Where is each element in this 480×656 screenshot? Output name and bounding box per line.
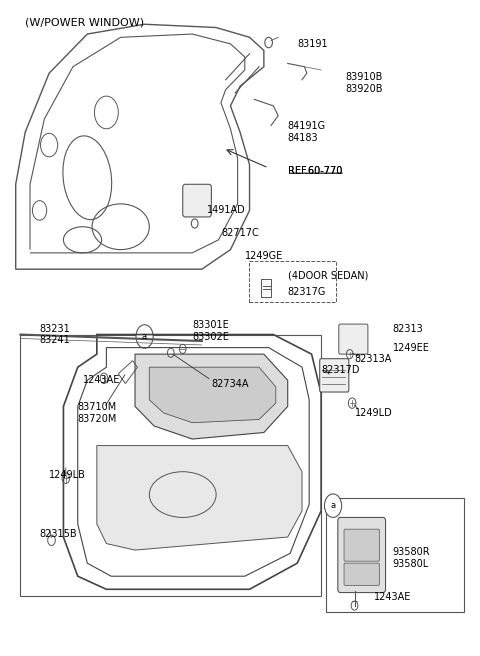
FancyBboxPatch shape — [344, 563, 379, 585]
Text: 1249LB: 1249LB — [49, 470, 86, 480]
Text: 84191G
84183: 84191G 84183 — [288, 121, 326, 143]
Text: 83191: 83191 — [297, 39, 328, 49]
FancyBboxPatch shape — [183, 184, 211, 217]
PathPatch shape — [97, 445, 302, 550]
FancyBboxPatch shape — [339, 324, 368, 354]
Text: a: a — [142, 332, 147, 341]
Text: 83910B
83920B: 83910B 83920B — [345, 72, 383, 94]
FancyBboxPatch shape — [320, 359, 349, 392]
Text: 82313: 82313 — [393, 324, 423, 335]
Text: 82734A: 82734A — [211, 379, 249, 388]
Text: REF.60-770: REF.60-770 — [288, 166, 342, 176]
FancyBboxPatch shape — [338, 518, 385, 592]
Text: REF.60-770: REF.60-770 — [288, 166, 342, 176]
Text: 82317D: 82317D — [321, 365, 360, 375]
Text: 82717C: 82717C — [221, 228, 259, 238]
Text: 1249GE: 1249GE — [245, 251, 283, 261]
Text: a: a — [331, 501, 336, 510]
Circle shape — [324, 494, 342, 518]
Text: 83301E
83302E: 83301E 83302E — [192, 321, 229, 342]
Text: 1243AE: 1243AE — [83, 375, 120, 385]
Text: 82313A: 82313A — [355, 354, 392, 363]
Text: 83231
83241: 83231 83241 — [39, 323, 70, 345]
Bar — [21, 335, 321, 596]
Text: (4DOOR SEDAN): (4DOOR SEDAN) — [288, 271, 368, 281]
Text: 1249LD: 1249LD — [355, 408, 392, 418]
Text: 93580R
93580L: 93580R 93580L — [393, 547, 431, 569]
FancyBboxPatch shape — [344, 529, 379, 561]
Bar — [326, 498, 464, 612]
PathPatch shape — [135, 354, 288, 439]
PathPatch shape — [149, 367, 276, 422]
Text: 82317G: 82317G — [288, 287, 326, 297]
Text: 1491AD: 1491AD — [206, 205, 245, 215]
Text: (W/POWER WINDOW): (W/POWER WINDOW) — [25, 18, 144, 28]
Text: 83710M
83720M: 83710M 83720M — [78, 402, 117, 424]
Text: 1243AE: 1243AE — [373, 592, 411, 602]
Circle shape — [136, 325, 153, 348]
Text: 1249EE: 1249EE — [393, 342, 430, 352]
Text: 82315B: 82315B — [39, 529, 77, 539]
